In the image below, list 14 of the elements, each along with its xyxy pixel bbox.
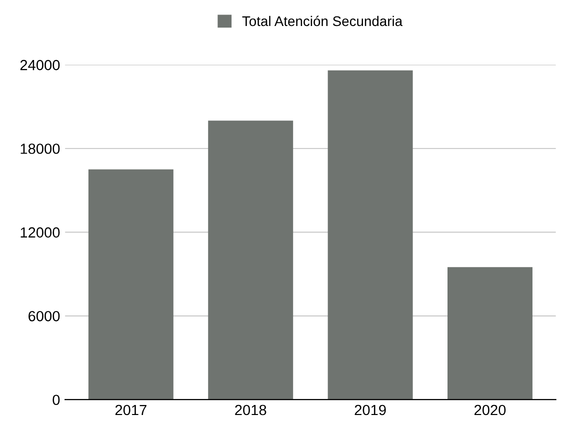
y-tick-label: 6000 — [28, 311, 60, 322]
x-tick-label: 2019 — [354, 404, 386, 416]
y-tick-label: 0 — [52, 394, 60, 406]
x-tick-label: 2017 — [115, 404, 146, 416]
bar — [208, 120, 294, 400]
x-tick-label: 2018 — [235, 404, 266, 416]
legend-label: Total Atención Secundaria — [242, 16, 403, 26]
y-tick-label: 12000 — [20, 227, 60, 238]
y-tick-label: 24000 — [20, 60, 60, 70]
bar — [328, 70, 413, 400]
x-tick-label: 2020 — [474, 404, 506, 416]
bar — [447, 267, 532, 400]
y-tick-label: 18000 — [20, 144, 60, 154]
bar — [88, 169, 174, 400]
